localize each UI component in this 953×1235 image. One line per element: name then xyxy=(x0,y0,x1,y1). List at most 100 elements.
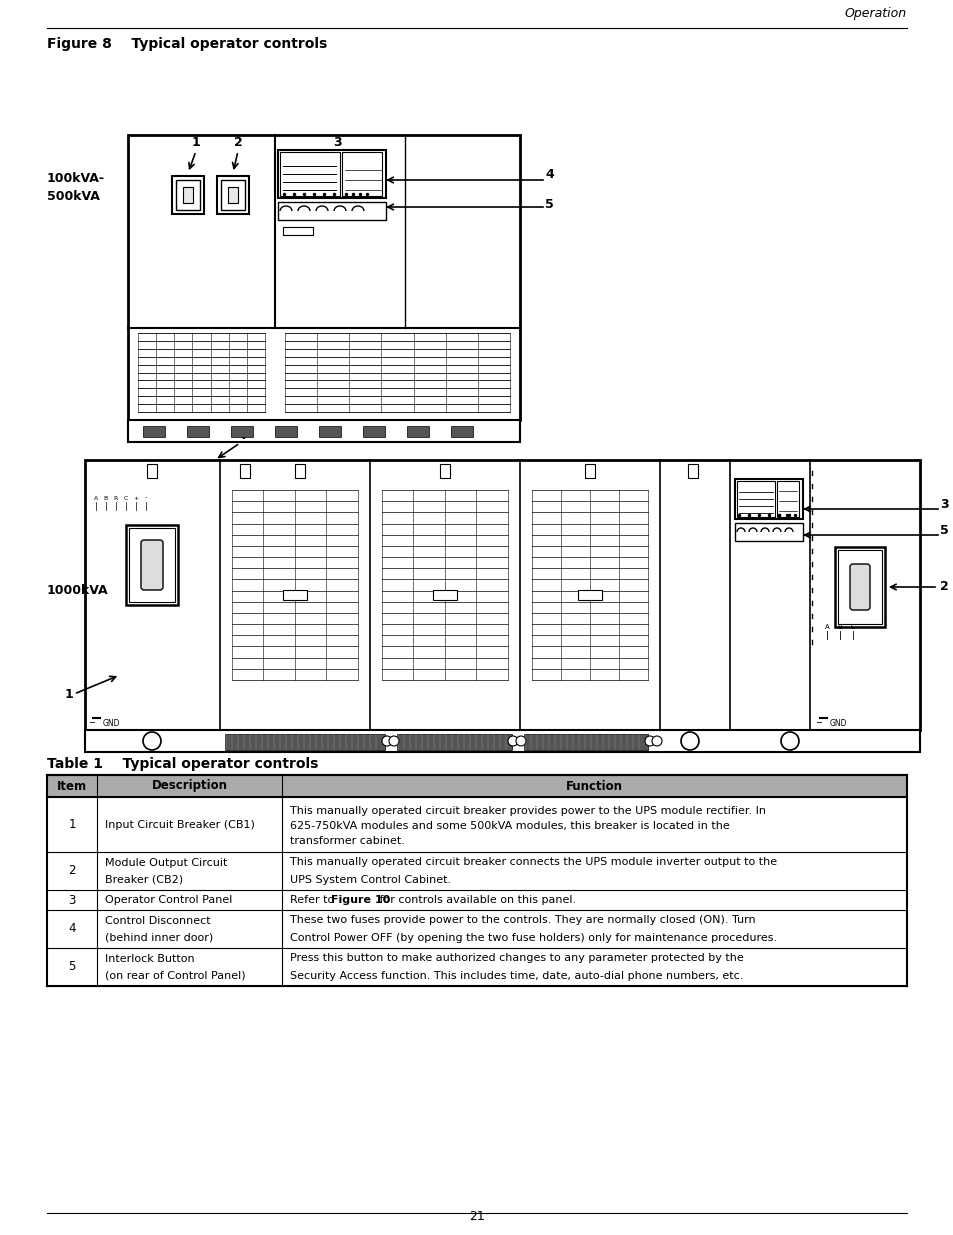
Bar xyxy=(187,426,209,437)
Bar xyxy=(363,426,385,437)
Bar xyxy=(687,464,698,478)
Text: This manually operated circuit breaker provides power to the UPS module rectifie: This manually operated circuit breaker p… xyxy=(290,806,765,816)
Text: 5: 5 xyxy=(939,525,947,537)
Text: B: B xyxy=(837,624,841,630)
Bar xyxy=(47,890,906,910)
Bar xyxy=(283,590,307,600)
Text: transformer cabinet.: transformer cabinet. xyxy=(290,836,404,846)
Circle shape xyxy=(644,736,655,746)
Text: 4: 4 xyxy=(544,168,553,182)
Text: Operation: Operation xyxy=(844,7,906,20)
Bar xyxy=(396,734,512,750)
Text: 1: 1 xyxy=(192,136,200,149)
Bar xyxy=(439,464,450,478)
Text: B: B xyxy=(104,495,108,500)
Bar xyxy=(147,464,157,478)
Text: Press this button to make authorized changes to any parameter protected by the: Press this button to make authorized cha… xyxy=(290,953,743,963)
Circle shape xyxy=(516,736,525,746)
Circle shape xyxy=(381,736,392,746)
Text: (on rear of Control Panel): (on rear of Control Panel) xyxy=(105,969,245,981)
Bar xyxy=(737,480,774,517)
Text: 4: 4 xyxy=(69,923,75,935)
Bar xyxy=(128,135,519,420)
Text: This manually operated circuit breaker connects the UPS module inverter output t: This manually operated circuit breaker c… xyxy=(290,857,777,867)
Bar xyxy=(283,227,313,235)
Circle shape xyxy=(389,736,398,746)
Bar xyxy=(776,480,799,517)
Bar xyxy=(85,730,919,752)
Text: 1000kVA: 1000kVA xyxy=(47,583,109,597)
Text: Function: Function xyxy=(565,779,622,793)
Bar xyxy=(834,547,884,627)
Text: Figure 8    Typical operator controls: Figure 8 Typical operator controls xyxy=(47,37,327,51)
Text: Breaker (CB2): Breaker (CB2) xyxy=(105,874,183,884)
Text: 625-750kVA modules and some 500kVA modules, this breaker is located in the: 625-750kVA modules and some 500kVA modul… xyxy=(290,821,729,831)
Bar xyxy=(837,550,882,624)
Text: Item: Item xyxy=(57,779,87,793)
Bar xyxy=(407,426,429,437)
Text: Operator Control Panel: Operator Control Panel xyxy=(105,895,233,905)
Text: Figure 10: Figure 10 xyxy=(331,895,390,905)
Text: Refer to: Refer to xyxy=(290,895,337,905)
Text: (behind inner door): (behind inner door) xyxy=(105,932,213,942)
Bar xyxy=(47,776,906,797)
Text: 2: 2 xyxy=(233,136,242,149)
Bar xyxy=(341,152,381,196)
Text: Security Access function. This includes time, date, auto-dial phone numbers, etc: Security Access function. This includes … xyxy=(290,971,742,981)
Bar xyxy=(143,426,165,437)
Text: Description: Description xyxy=(152,779,227,793)
Text: 5: 5 xyxy=(69,961,75,973)
Text: R: R xyxy=(113,495,118,500)
FancyBboxPatch shape xyxy=(141,540,163,590)
Text: UPS System Control Cabinet.: UPS System Control Cabinet. xyxy=(290,876,451,885)
Circle shape xyxy=(143,732,161,750)
Text: 1: 1 xyxy=(64,688,73,701)
Text: 2: 2 xyxy=(69,864,75,878)
Circle shape xyxy=(781,732,799,750)
Circle shape xyxy=(680,732,699,750)
Text: 1: 1 xyxy=(69,818,75,831)
Bar xyxy=(126,525,178,605)
Text: C: C xyxy=(124,495,128,500)
Text: GND: GND xyxy=(103,719,120,727)
Text: 3: 3 xyxy=(69,893,75,906)
Bar xyxy=(578,590,601,600)
Bar xyxy=(294,464,305,478)
Text: 5: 5 xyxy=(544,199,553,211)
Bar xyxy=(734,479,802,519)
Text: A: A xyxy=(823,624,828,630)
Text: Table 1    Typical operator controls: Table 1 Typical operator controls xyxy=(47,757,318,771)
Bar xyxy=(451,426,473,437)
Text: Module Output Circuit: Module Output Circuit xyxy=(105,858,227,868)
Text: 3: 3 xyxy=(334,136,342,149)
Circle shape xyxy=(651,736,661,746)
Text: 2: 2 xyxy=(939,580,947,594)
Bar xyxy=(47,910,906,948)
Text: for controls available on this panel.: for controls available on this panel. xyxy=(376,895,576,905)
Bar xyxy=(228,186,237,203)
Text: Control Disconnect: Control Disconnect xyxy=(105,916,211,926)
Text: These two fuses provide power to the controls. They are normally closed (ON). Tu: These two fuses provide power to the con… xyxy=(290,915,755,925)
Text: 4: 4 xyxy=(237,429,246,442)
Bar xyxy=(129,529,174,601)
Text: Control Power OFF (by opening the two fuse holders) only for maintenance procedu: Control Power OFF (by opening the two fu… xyxy=(290,932,777,944)
Text: 3: 3 xyxy=(939,499,947,511)
Text: Interlock Button: Interlock Button xyxy=(105,953,194,965)
Bar xyxy=(225,734,385,750)
Text: +: + xyxy=(133,495,138,500)
Bar xyxy=(231,426,253,437)
Bar xyxy=(734,522,802,541)
Bar xyxy=(240,464,250,478)
Text: C: C xyxy=(850,624,855,630)
Bar xyxy=(221,180,245,210)
Bar xyxy=(280,152,339,196)
Bar xyxy=(47,948,906,986)
Text: _: _ xyxy=(816,713,821,722)
Text: Input Circuit Breaker (CB1): Input Circuit Breaker (CB1) xyxy=(105,820,254,830)
Text: 21: 21 xyxy=(469,1210,484,1223)
FancyBboxPatch shape xyxy=(216,177,249,214)
Bar xyxy=(85,459,919,730)
Text: _: _ xyxy=(90,713,94,722)
Text: A: A xyxy=(93,495,98,500)
Bar xyxy=(277,203,386,220)
